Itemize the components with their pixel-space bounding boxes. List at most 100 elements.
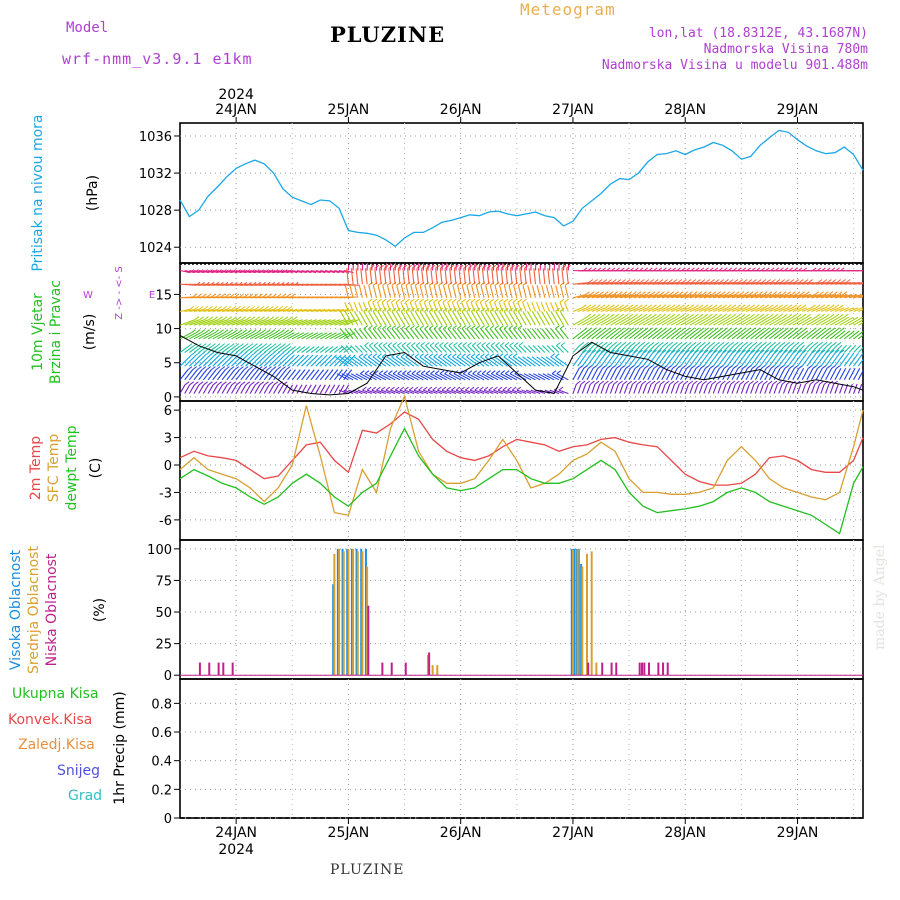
wind-arrow [545, 285, 551, 298]
wind-arrow [184, 346, 194, 353]
wind-arrow [494, 311, 504, 326]
wind-barb [222, 316, 228, 321]
wind-arrow [750, 307, 761, 313]
wind-barb [461, 353, 467, 358]
wind-arrow [273, 319, 289, 326]
wind-barb [783, 349, 788, 354]
wind-barb [648, 327, 654, 332]
clouds-panel-frame [179, 539, 864, 680]
wind-arrow [778, 383, 783, 394]
wind-arrow [456, 285, 462, 298]
wind-arrow [811, 307, 822, 313]
wind-barb [647, 349, 653, 354]
wind-arrow [344, 301, 349, 312]
wind-arrow [360, 268, 363, 285]
wind-barb [276, 343, 282, 348]
wind-arrow [193, 319, 210, 326]
wind-barb [479, 386, 484, 391]
wind-arrow [577, 352, 588, 367]
wind-arrow [481, 373, 494, 381]
wind-arrow [582, 316, 597, 326]
wind-barb [716, 291, 721, 296]
wind-barb [261, 329, 266, 334]
wind-arrow [862, 378, 863, 380]
wind-barb [248, 343, 254, 348]
wind-arrow [353, 311, 363, 326]
wind-arrow [198, 308, 209, 313]
wind-barb [397, 370, 403, 375]
wind-barb [452, 325, 458, 330]
wind-barb [527, 258, 531, 261]
wind-barb [600, 313, 606, 318]
wind-barb [683, 380, 689, 385]
wind-barb [779, 327, 785, 332]
wind-arrow [792, 344, 801, 353]
wind-barb [802, 327, 808, 332]
wind-arrow [513, 345, 522, 353]
wind-barb [484, 258, 488, 261]
wind-barb [254, 381, 260, 386]
wind-arrow [395, 356, 410, 367]
wind-arrow [414, 301, 420, 312]
clouds-ytick-label: 50 [155, 606, 172, 621]
wind-arrow [383, 268, 387, 285]
wind-arrow [596, 294, 610, 299]
wind-arrow [572, 383, 577, 394]
wind-arrow [226, 269, 237, 274]
wind-barb [593, 279, 598, 283]
wind-arrow [642, 368, 650, 381]
wind-barb [661, 349, 667, 354]
wind-barb [475, 298, 481, 303]
wind-arrow [614, 383, 620, 394]
wind-arrow [467, 268, 471, 285]
wind-arrow [768, 383, 774, 394]
wind-arrow [363, 285, 368, 298]
wind-arrow [834, 294, 848, 299]
wind-arrow [292, 332, 305, 340]
wind-arrow [503, 311, 513, 326]
wind-barb [719, 279, 725, 283]
wind-arrow [273, 346, 283, 353]
wind-arrow [535, 301, 541, 312]
wind-arrow [736, 383, 741, 394]
wind-barb [794, 279, 800, 283]
wind-barb [812, 327, 817, 332]
wind-barb [511, 386, 517, 391]
wind-ytick-label: 15 [155, 288, 172, 303]
wind-arrow [296, 308, 307, 313]
wind-barb [203, 381, 208, 386]
wind-arrow [231, 269, 242, 274]
wind-barb [452, 258, 456, 261]
wind-arrow [354, 285, 359, 298]
wind-arrow [614, 307, 625, 313]
wind-arrow [341, 373, 354, 381]
wind-arrow [792, 352, 803, 367]
wind-barb [663, 279, 669, 283]
wind-arrow [221, 384, 228, 394]
wind-arrow [745, 352, 756, 367]
wind-arrow [212, 308, 223, 313]
wind-barb [814, 291, 820, 296]
wind-arrow [600, 383, 605, 394]
wind-arrow [839, 294, 853, 299]
wind-arrow [666, 352, 677, 367]
wind-arrow [287, 319, 303, 326]
wind-arrow [268, 332, 281, 340]
wind-arrow [395, 301, 401, 312]
wind-arrow [410, 311, 420, 326]
wind-barb [731, 304, 737, 309]
wind-barb [243, 366, 249, 371]
wind-arrow [745, 368, 753, 381]
wind-barb [386, 325, 392, 330]
wind-arrow [514, 268, 518, 285]
wind-arrow [614, 368, 622, 381]
wind-barb [655, 291, 661, 296]
wind-arrow [470, 301, 476, 312]
wind-barb [208, 305, 213, 310]
wind-barb [758, 380, 764, 385]
wind-barb [689, 304, 695, 309]
wind-barb [667, 327, 672, 332]
wind-arrow [764, 344, 773, 353]
wind-arrow [531, 311, 541, 326]
wind-arrow [778, 307, 789, 313]
